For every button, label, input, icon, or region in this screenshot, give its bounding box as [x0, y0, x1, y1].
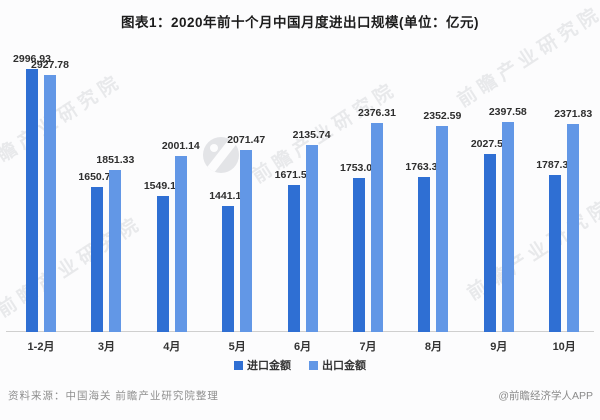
x-axis-label: 6月: [294, 341, 312, 353]
bar-value-label: 2135.74: [292, 128, 331, 141]
app-credit: @前瞻经济学人APP: [498, 390, 593, 402]
export-bar: [174, 156, 187, 332]
bar-value-label: 1549.12: [143, 180, 182, 193]
x-axis-label: 3月: [97, 341, 115, 353]
x-axis-label: 4月: [163, 341, 181, 353]
import-bar: [418, 177, 431, 332]
data-source-note: 资料来源：中国海关 前瞻产业研究院整理: [8, 390, 219, 402]
x-axis-label: 9月: [490, 341, 508, 353]
import-bar: [156, 196, 169, 332]
chart-title: 图表1：2020年前十个月中国月度进出口规模(单位：亿元): [120, 15, 480, 30]
bar-value-label: 2071.47: [227, 134, 266, 147]
bar-value-label: 1753.02: [340, 162, 378, 175]
bar-value-label: 1671.53: [274, 169, 313, 182]
bar-value-label: 2996.93: [13, 53, 51, 65]
bar-value-label: 1441.15: [209, 189, 248, 202]
bar-value-label: 2352.59: [423, 109, 462, 122]
x-axis-label: 1-2月: [27, 341, 55, 353]
import-bar: [353, 178, 365, 332]
bar-value-label: 2927.78: [31, 59, 69, 72]
x-axis-label: 10月: [552, 341, 576, 353]
export-bar: [501, 121, 514, 332]
import-bar: [91, 187, 104, 332]
bar-value-label: 1650.74: [78, 171, 117, 184]
export-bar: [305, 144, 318, 332]
x-axis-label: 5月: [228, 341, 246, 353]
legend-item-import: 进口金额: [234, 357, 291, 373]
export-bar: [436, 125, 449, 332]
x-axis-label: 8月: [424, 341, 442, 353]
bar-value-label: 2397.58: [488, 105, 527, 118]
x-axis-line: [6, 331, 594, 332]
legend-swatch-export: [309, 360, 318, 370]
bar-value-label: 2027.59: [470, 138, 509, 151]
export-bar: [567, 123, 580, 332]
bar-value-label: 1763.34: [405, 161, 444, 174]
import-bar: [483, 154, 496, 332]
bar-value-label: 2376.31: [358, 107, 396, 120]
export-bar: [44, 75, 56, 332]
import-bar: [26, 69, 38, 332]
import-bar: [222, 205, 235, 332]
legend-item-export: 出口金额: [309, 357, 366, 373]
legend: 进口金额 出口金额: [0, 357, 600, 373]
bar-value-label: 2371.83: [554, 107, 593, 120]
legend-label-import: 进口金额: [247, 360, 291, 372]
bar-value-label: 1851.33: [96, 153, 135, 166]
x-axis-label: 7月: [359, 341, 377, 353]
import-bar: [287, 185, 300, 332]
bar-value-label: 2001.14: [161, 140, 200, 153]
bar-value-label: 1787.39: [536, 159, 575, 172]
legend-swatch-import: [234, 360, 243, 370]
export-bar: [240, 150, 253, 332]
legend-label-export: 出口金额: [322, 360, 366, 372]
export-bar: [109, 169, 122, 332]
import-bar: [549, 175, 562, 332]
export-bar: [371, 123, 383, 332]
